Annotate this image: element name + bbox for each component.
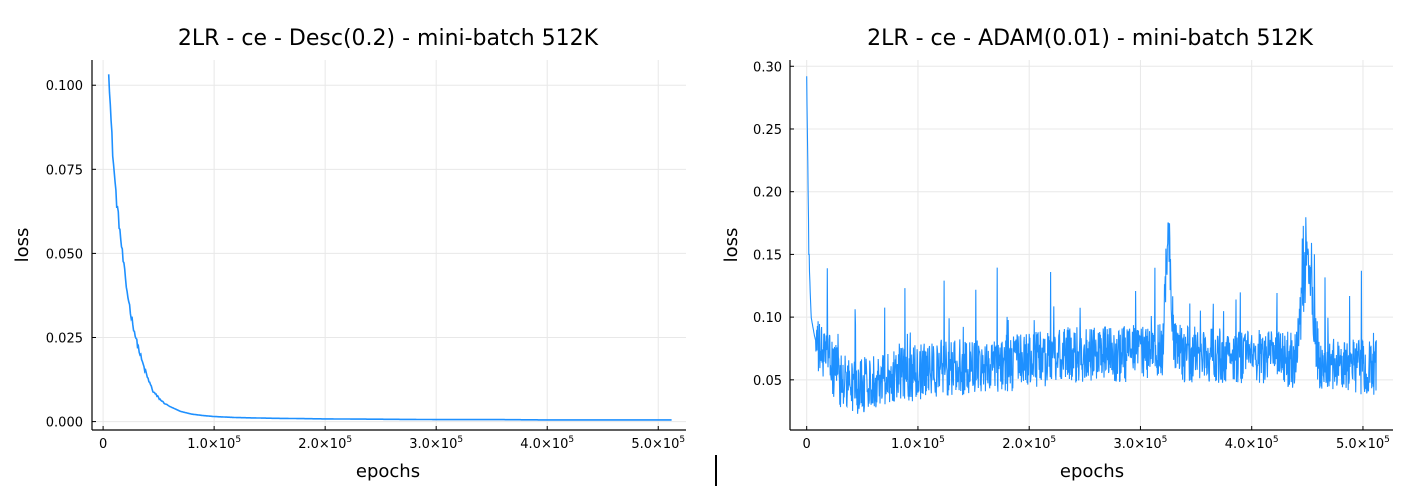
chart-1-ytick-label-0: 0.000	[46, 416, 83, 431]
chart-2-ytick-label-4: 0.25	[753, 123, 782, 138]
chart-2-ytick-label-2: 0.15	[753, 248, 782, 263]
chart-1-xtick-label-0: 0	[99, 437, 107, 452]
chart-right-ticks: 0 1.0×105 2.0×105 3.0×105 4.0×105 5.0×105 0.05…	[753, 60, 1390, 452]
chart-2-xtick-label-3: 3.0×105	[1114, 435, 1168, 452]
chart-left-title: 2LR - ce - Desc(0.2) - mini-batch 512K	[178, 26, 599, 51]
chart-right-ylabel: loss	[721, 228, 742, 263]
chart-1-xtick-label-3: 3.0×105	[409, 435, 463, 452]
chart-left-ylabel: loss	[12, 228, 33, 263]
chart-1-xtick-label-4: 4.0×105	[520, 435, 574, 452]
chart-left-axes	[91, 60, 686, 431]
chart-right-series	[806, 76, 1377, 414]
chart-2-ytick-label-3: 0.20	[753, 186, 782, 201]
chart-right-axes	[789, 60, 1393, 431]
chart-1-ytick-label-1: 0.025	[46, 332, 83, 347]
chart-2-series-line-0	[806, 76, 1377, 414]
chart-left: 2LR - ce - Desc(0.2) - mini-batch 512K l…	[12, 26, 686, 482]
chart-2-xtick-label-4: 4.0×105	[1225, 435, 1279, 452]
chart-1-ytick-label-3: 0.075	[46, 163, 83, 178]
chart-1-xtick-label-1: 1.0×105	[187, 435, 241, 452]
chart-1-xtick-label-2: 2.0×105	[298, 435, 352, 452]
chart-1-ytick-label-2: 0.050	[46, 247, 83, 262]
chart-right-title: 2LR - ce - ADAM(0.01) - mini-batch 512K	[867, 26, 1313, 51]
chart-1-xtick-label-5: 5.0×105	[631, 435, 685, 452]
chart-2-xtick-label-5: 5.0×105	[1336, 435, 1390, 452]
chart-1-ytick-label-4: 0.100	[46, 79, 83, 94]
chart-1-series-line-0	[107, 74, 672, 421]
chart-right: 2LR - ce - ADAM(0.01) - mini-batch 512K …	[721, 26, 1393, 482]
chart-2-ytick-label-1: 0.10	[753, 311, 782, 326]
chart-2-xtick-label-0: 0	[803, 437, 811, 452]
chart-left-series	[107, 74, 672, 421]
chart-2-xtick-label-1: 1.0×105	[891, 435, 945, 452]
chart-right-xlabel: epochs	[1060, 461, 1124, 482]
chart-left-xlabel: epochs	[356, 461, 420, 482]
chart-2-xtick-label-2: 2.0×105	[1002, 435, 1056, 452]
chart-2-ytick-label-5: 0.30	[753, 60, 782, 75]
chart-left-ticks: 0 1.0×105 2.0×105 3.0×105 4.0×105 5.0×105 0.00…	[46, 79, 685, 452]
chart-2-ytick-label-0: 0.05	[753, 374, 782, 389]
chart-left-grid	[92, 60, 686, 430]
